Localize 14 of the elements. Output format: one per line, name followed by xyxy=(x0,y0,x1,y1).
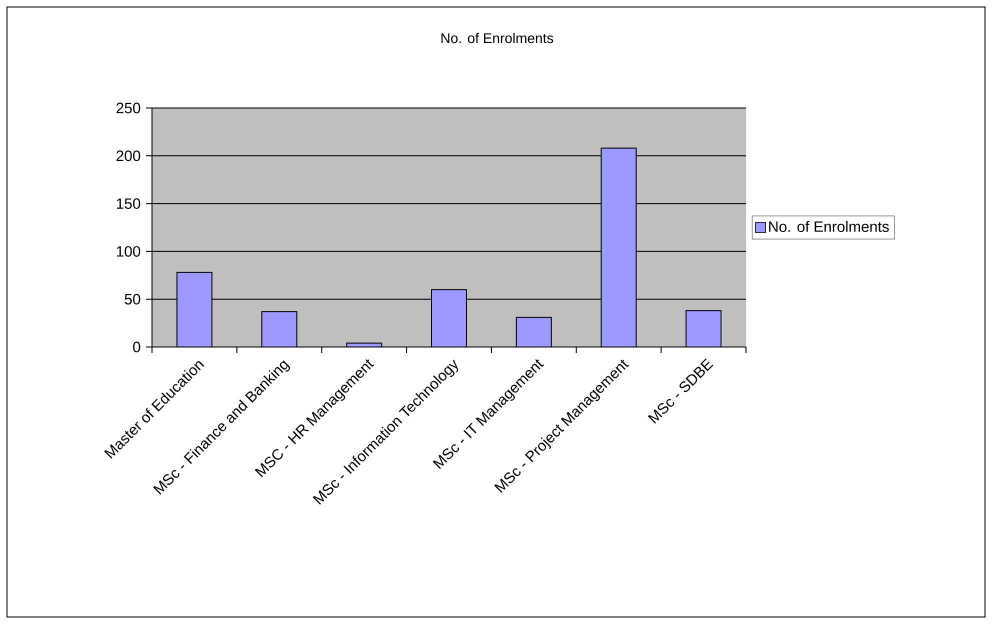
y-tick-label: 100 xyxy=(116,246,140,257)
bar xyxy=(686,310,722,347)
bar xyxy=(261,311,298,347)
legend-label: No. of Enrolments xyxy=(769,220,889,232)
y-tick-label: 150 xyxy=(116,198,140,209)
bar xyxy=(600,148,637,347)
bar xyxy=(176,272,212,347)
y-tick-label: 0 xyxy=(133,342,140,352)
chart-title: No. of Enrolments xyxy=(441,32,554,44)
y-tick-label: 250 xyxy=(116,102,140,114)
y-tick-label: 200 xyxy=(116,150,140,162)
bar xyxy=(431,289,468,347)
bar xyxy=(516,316,552,347)
y-tick-label: 50 xyxy=(124,294,140,305)
